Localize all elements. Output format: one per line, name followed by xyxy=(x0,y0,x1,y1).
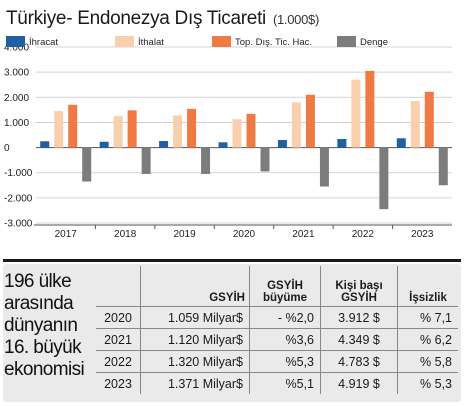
legend-label: İhracat xyxy=(29,37,58,48)
bar xyxy=(159,141,169,148)
table-cell: % 5,8 xyxy=(397,350,458,373)
section-divider xyxy=(3,259,461,262)
bar xyxy=(68,104,78,148)
table-header-growth: GSYİH büyüme xyxy=(249,266,321,307)
table-cell: 3.912 $ xyxy=(320,306,398,329)
x-tick-label: 2022 xyxy=(352,229,375,240)
bar xyxy=(127,110,137,148)
y-tick-label: -2.000 xyxy=(4,193,33,204)
y-tick-label: -1.000 xyxy=(4,168,33,179)
bar xyxy=(218,142,228,148)
table-row: 2023 1.371 Milyar$ %5,1 4.919 $% 5,3 xyxy=(96,372,458,394)
bar xyxy=(141,147,151,174)
chart-title-unit: (1.000$) xyxy=(272,12,319,27)
table-cell: - %2,0 xyxy=(249,306,321,329)
bar xyxy=(305,94,315,148)
x-tick-label: 2017 xyxy=(55,229,78,240)
bar xyxy=(187,108,197,148)
bar xyxy=(173,115,183,148)
bar xyxy=(351,79,361,148)
bar xyxy=(232,119,242,148)
table-cell: %5,1 xyxy=(249,372,321,394)
legend-swatch xyxy=(212,36,231,47)
legend-swatch xyxy=(115,36,134,47)
bar xyxy=(319,147,329,187)
economy-stats-table: GSYİH GSYİH büyüme Kişi başı GSYİH İşsiz… xyxy=(96,266,458,394)
bar xyxy=(438,147,448,186)
x-tick-label: 2019 xyxy=(173,229,196,240)
legend-label: Top. Dış. Tic. Hac. xyxy=(235,37,312,48)
table-cell: 2021 xyxy=(96,328,141,351)
bar xyxy=(99,141,109,148)
bar xyxy=(260,147,270,172)
table-header-gsyih: GSYİH xyxy=(140,266,250,307)
table-cell: 1.120 Milyar$ xyxy=(140,328,250,351)
chart-title-text: Türkiye- Endonezya Dış Ticareti xyxy=(6,8,266,29)
table-cell: 1.371 Milyar$ xyxy=(140,372,250,394)
table-cell: %3,6 xyxy=(249,328,321,351)
y-tick-label: 4.000 xyxy=(4,43,29,54)
table-header-per-capita: Kişi başı GSYİH xyxy=(320,266,398,307)
x-tick-label: 2021 xyxy=(292,229,315,240)
bar xyxy=(291,102,301,148)
table-cell: % 6,2 xyxy=(397,328,458,351)
table-row: 2021 1.120 Milyar$ %3,6 4.349 $% 6,2 xyxy=(96,328,458,351)
bar xyxy=(40,141,50,148)
table-header-year xyxy=(96,266,141,307)
table-cell: % 5,3 xyxy=(397,372,458,394)
table-cell: 2023 xyxy=(104,376,132,391)
bar xyxy=(246,113,256,148)
table-cell: %5,3 xyxy=(249,350,321,373)
trade-bar-chart: 4.000 3.000 2.000 1.000 0 -1.000 -2.000 -3.000 2… xyxy=(4,36,452,240)
chart-title: Türkiye- Endonezya Dış Ticareti (1.000$) xyxy=(6,8,319,30)
table-cell: 1.059 Milyar$ xyxy=(140,306,250,329)
table-cell: 4.349 $ xyxy=(320,328,398,351)
bar xyxy=(113,116,123,148)
bar xyxy=(201,147,211,174)
legend-swatch xyxy=(6,36,25,47)
table-row: 2020 1.059 Milyar$ - %2,0 3.912 $% 7,1 xyxy=(96,306,458,329)
bar xyxy=(54,111,64,148)
legend-swatch xyxy=(337,36,356,47)
y-tick-label: -3.000 xyxy=(4,219,33,230)
bar xyxy=(277,140,287,148)
table-cell: 4.919 $ xyxy=(320,372,398,394)
bar xyxy=(337,139,347,148)
bar xyxy=(424,91,434,148)
economy-rank-text: 196 ülke arasında dünyanın 16. büyük eko… xyxy=(4,271,85,380)
legend-label: Denge xyxy=(360,37,388,48)
bar xyxy=(82,147,92,182)
table-cell: 2022 xyxy=(96,350,141,373)
table-cell: 4.783 $ xyxy=(320,350,398,373)
bar xyxy=(365,70,375,148)
table-header-unemployment: İşsizlik xyxy=(397,266,458,307)
table-row: 2022 1.320 Milyar$ %5,3 4.783 $% 5,8 xyxy=(96,350,458,373)
y-tick-label: 0 xyxy=(4,143,10,154)
x-tick-label: 2018 xyxy=(114,229,137,240)
legend-label: İthalat xyxy=(138,37,164,48)
table-header-row: GSYİH GSYİH büyüme Kişi başı GSYİH İşsiz… xyxy=(96,266,458,307)
x-tick-label: 2020 xyxy=(233,229,256,240)
table-cell: 1.320 Milyar$ xyxy=(140,350,250,373)
y-tick-label: 2.000 xyxy=(4,93,29,104)
y-tick-label: 3.000 xyxy=(4,68,29,79)
bar xyxy=(379,147,389,210)
table-cell: 2020 xyxy=(96,306,141,329)
table-cell: % 7,1 xyxy=(397,306,458,329)
bar xyxy=(410,101,420,148)
y-tick-label: 1.000 xyxy=(4,118,29,129)
bar xyxy=(396,138,406,148)
x-tick-label: 2023 xyxy=(411,229,434,240)
